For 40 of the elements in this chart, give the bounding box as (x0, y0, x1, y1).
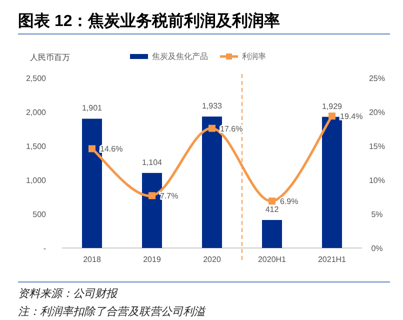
bar (322, 116, 342, 248)
y2-tick-label: 10% (368, 176, 386, 185)
y-tick-label: 2,000 (26, 108, 47, 117)
x-tick-label: 2020H1 (258, 255, 287, 264)
legend-label: 焦炭及焦化产品 (152, 52, 208, 61)
y2-tick-label: 15% (368, 142, 386, 151)
text: 资料来源：公司财报 (18, 287, 118, 300)
x-tick-label: 2018 (83, 255, 102, 264)
y2-tick-label: 0% (371, 244, 383, 253)
data-label: 6.9% (280, 197, 298, 206)
point (328, 112, 336, 120)
y-tick-label: 1,500 (26, 142, 47, 151)
y2-tick-label: 25% (368, 74, 386, 83)
point (268, 198, 276, 205)
data-label: 1,901 (82, 104, 103, 113)
y-tick-label: 2,500 (26, 74, 47, 83)
x-tick-label: 2021H1 (318, 255, 347, 264)
y-tick-label: 1,000 (26, 176, 47, 185)
point (148, 192, 156, 200)
bar (142, 172, 162, 248)
y-tick-label: - (43, 244, 46, 253)
point (88, 145, 96, 152)
data-label: 1,933 (202, 102, 223, 111)
x-tick-label: 2020 (203, 255, 222, 264)
text: 注：利润率扣除了合营及联营公司利溢 (18, 305, 206, 318)
x-tick-label: 2019 (143, 255, 162, 264)
legend-label: 利润率 (242, 52, 266, 61)
chart-title: 图表 12：焦炭业务税前利润及利润率 (18, 11, 280, 30)
data-label: 412 (265, 204, 280, 214)
bar (82, 118, 102, 248)
data-label: 1,104 (142, 158, 163, 167)
y-axis-title: 人民币百万 (30, 53, 70, 62)
bar (202, 116, 222, 248)
bar (262, 220, 282, 248)
data-label: 1,929 (322, 102, 343, 111)
point (208, 124, 216, 132)
y-tick-label: 500 (32, 210, 47, 219)
y2-tick-label: 20% (368, 108, 386, 117)
data-label: 19.4% (340, 112, 363, 122)
y2-tick-label: 5% (371, 210, 383, 219)
